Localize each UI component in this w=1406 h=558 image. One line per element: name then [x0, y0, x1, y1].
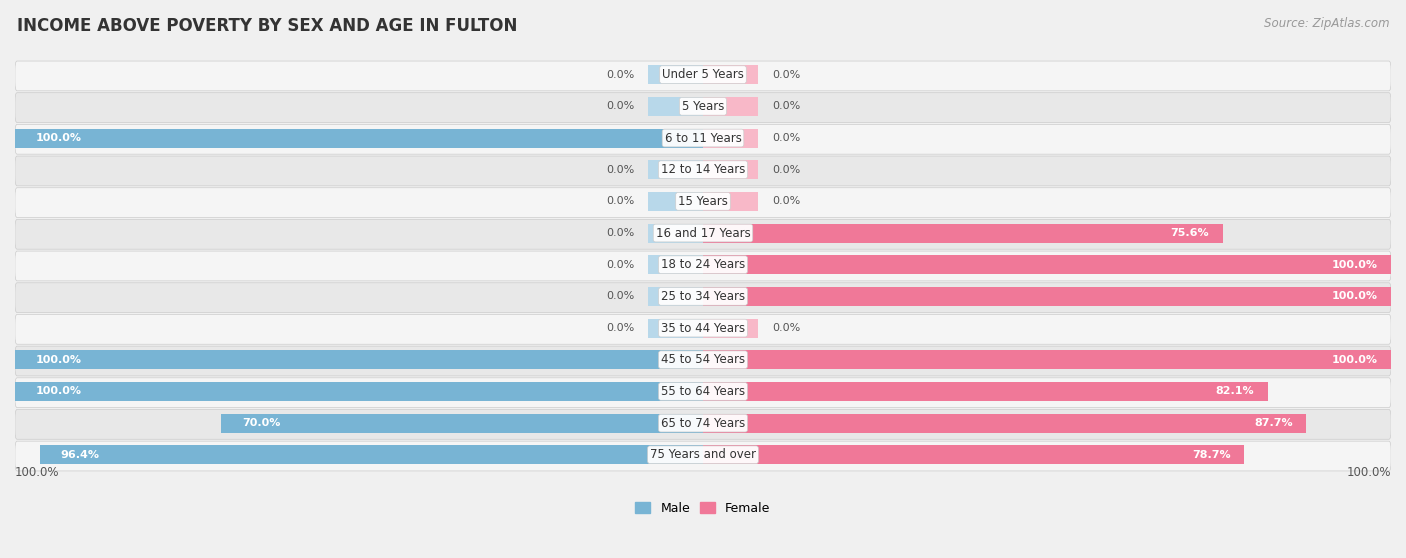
Text: 65 to 74 Years: 65 to 74 Years: [661, 417, 745, 430]
Bar: [648, 224, 703, 243]
Bar: [703, 350, 1391, 369]
Bar: [15, 382, 703, 401]
Text: 100.0%: 100.0%: [35, 387, 82, 396]
Text: 78.7%: 78.7%: [1192, 450, 1230, 460]
Text: 25 to 34 Years: 25 to 34 Years: [661, 290, 745, 303]
Text: 100.0%: 100.0%: [1331, 291, 1378, 301]
FancyBboxPatch shape: [15, 346, 1391, 376]
Text: 100.0%: 100.0%: [1331, 355, 1378, 365]
Text: 0.0%: 0.0%: [606, 165, 634, 175]
Text: 0.0%: 0.0%: [606, 259, 634, 270]
Text: Under 5 Years: Under 5 Years: [662, 68, 744, 81]
Bar: [648, 97, 703, 116]
Text: 55 to 64 Years: 55 to 64 Years: [661, 385, 745, 398]
Bar: [648, 160, 703, 179]
Bar: [703, 319, 758, 338]
Bar: [703, 224, 1223, 243]
Text: 0.0%: 0.0%: [606, 102, 634, 112]
Text: 0.0%: 0.0%: [772, 133, 800, 143]
FancyBboxPatch shape: [15, 251, 1391, 281]
Bar: [703, 160, 758, 179]
Text: 16 and 17 Years: 16 and 17 Years: [655, 227, 751, 239]
FancyBboxPatch shape: [15, 156, 1391, 186]
Text: 12 to 14 Years: 12 to 14 Years: [661, 163, 745, 176]
Text: 75.6%: 75.6%: [1171, 228, 1209, 238]
Text: 100.0%: 100.0%: [35, 355, 82, 365]
Text: 0.0%: 0.0%: [772, 323, 800, 333]
Text: INCOME ABOVE POVERTY BY SEX AND AGE IN FULTON: INCOME ABOVE POVERTY BY SEX AND AGE IN F…: [17, 17, 517, 35]
Text: 6 to 11 Years: 6 to 11 Years: [665, 132, 741, 145]
Bar: [15, 350, 703, 369]
Text: 100.0%: 100.0%: [35, 133, 82, 143]
Text: 100.0%: 100.0%: [1331, 259, 1378, 270]
FancyBboxPatch shape: [15, 315, 1391, 344]
Bar: [703, 128, 758, 147]
FancyBboxPatch shape: [15, 410, 1391, 439]
Text: 0.0%: 0.0%: [606, 228, 634, 238]
Text: Source: ZipAtlas.com: Source: ZipAtlas.com: [1264, 17, 1389, 30]
FancyBboxPatch shape: [15, 61, 1391, 91]
Text: 15 Years: 15 Years: [678, 195, 728, 208]
Text: 0.0%: 0.0%: [606, 70, 634, 80]
Bar: [15, 128, 703, 147]
Bar: [648, 287, 703, 306]
Text: 82.1%: 82.1%: [1215, 387, 1254, 396]
Text: 87.7%: 87.7%: [1254, 418, 1292, 428]
Text: 0.0%: 0.0%: [772, 165, 800, 175]
Text: 35 to 44 Years: 35 to 44 Years: [661, 321, 745, 335]
Text: 0.0%: 0.0%: [606, 196, 634, 206]
Bar: [39, 445, 703, 464]
Text: 70.0%: 70.0%: [242, 418, 280, 428]
Bar: [703, 413, 1306, 432]
FancyBboxPatch shape: [15, 124, 1391, 154]
FancyBboxPatch shape: [15, 187, 1391, 218]
Bar: [648, 192, 703, 211]
Bar: [648, 255, 703, 274]
FancyBboxPatch shape: [15, 441, 1391, 471]
Text: 0.0%: 0.0%: [606, 291, 634, 301]
Text: 100.0%: 100.0%: [1347, 466, 1391, 479]
Text: 0.0%: 0.0%: [606, 323, 634, 333]
Text: 0.0%: 0.0%: [772, 196, 800, 206]
Bar: [648, 65, 703, 84]
Text: 0.0%: 0.0%: [772, 102, 800, 112]
Bar: [648, 319, 703, 338]
Text: 18 to 24 Years: 18 to 24 Years: [661, 258, 745, 271]
Text: 0.0%: 0.0%: [772, 70, 800, 80]
Text: 75 Years and over: 75 Years and over: [650, 448, 756, 461]
Legend: Male, Female: Male, Female: [630, 497, 776, 519]
Text: 45 to 54 Years: 45 to 54 Years: [661, 353, 745, 366]
Text: 100.0%: 100.0%: [15, 466, 59, 479]
Bar: [703, 97, 758, 116]
FancyBboxPatch shape: [15, 378, 1391, 407]
Bar: [703, 445, 1244, 464]
Text: 5 Years: 5 Years: [682, 100, 724, 113]
Bar: [703, 65, 758, 84]
Bar: [703, 287, 1391, 306]
FancyBboxPatch shape: [15, 219, 1391, 249]
Bar: [703, 192, 758, 211]
Bar: [703, 255, 1391, 274]
FancyBboxPatch shape: [15, 283, 1391, 312]
Bar: [221, 413, 703, 432]
FancyBboxPatch shape: [15, 93, 1391, 123]
Bar: [703, 382, 1268, 401]
Text: 96.4%: 96.4%: [60, 450, 100, 460]
